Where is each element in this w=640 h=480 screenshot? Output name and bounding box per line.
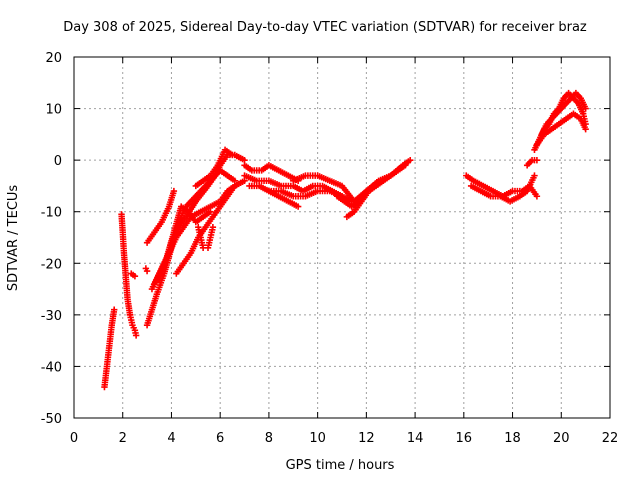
plot-frame — [73, 56, 611, 419]
x-tick-label: 18 — [504, 431, 521, 446]
y-tick-label: -20 — [41, 257, 62, 272]
x-tick-label: 6 — [216, 431, 224, 446]
axis-ticks — [73, 56, 611, 419]
y-tick-label: -50 — [41, 412, 62, 427]
data-point — [170, 187, 178, 195]
data-point — [231, 182, 238, 190]
x-tick-label: 10 — [309, 431, 326, 446]
data-point — [294, 203, 302, 210]
chart-title: Day 308 of 2025, Sidereal Day-to-day VTE… — [63, 20, 587, 35]
x-tick-label: 12 — [358, 431, 375, 446]
y-tick-label: -30 — [41, 309, 62, 324]
grid-lines — [74, 57, 610, 418]
x-tick-label: 4 — [167, 431, 175, 446]
y-tick-labels: 20 10 0 -10 -20 -30 -40 -50 — [41, 51, 62, 427]
data-point — [582, 126, 589, 133]
y-tick-label: 0 — [54, 154, 62, 169]
x-axis-label: GPS time / hours — [286, 458, 395, 473]
data-point — [111, 306, 118, 313]
x-tick-label: 20 — [553, 431, 570, 446]
data-point — [229, 151, 236, 159]
x-tick-label: 8 — [265, 431, 273, 446]
data-point — [407, 156, 414, 164]
x-tick-label: 22 — [602, 431, 619, 446]
data-point — [207, 208, 214, 215]
data-point — [402, 162, 409, 169]
y-tick-label: -40 — [41, 360, 62, 375]
data-point — [132, 332, 140, 339]
data-points — [101, 89, 589, 391]
x-tick-label: 16 — [456, 431, 473, 446]
data-point — [531, 172, 538, 179]
y-tick-label: 10 — [45, 103, 62, 118]
data-point — [582, 105, 589, 112]
data-point — [533, 156, 541, 164]
x-tick-labels: 0 2 4 6 8 10 12 14 16 18 20 22 — [70, 431, 618, 446]
y-tick-label: -10 — [41, 206, 62, 221]
y-axis-label: SDTVAR / TECUs — [6, 185, 21, 292]
data-point — [533, 193, 541, 200]
data-point — [370, 182, 377, 190]
data-point — [131, 272, 139, 280]
x-tick-label: 0 — [70, 431, 78, 446]
data-point — [209, 223, 217, 231]
x-tick-label: 14 — [407, 431, 424, 446]
y-tick-label: 20 — [45, 51, 62, 66]
data-point — [143, 267, 151, 275]
x-tick-label: 2 — [119, 431, 127, 446]
